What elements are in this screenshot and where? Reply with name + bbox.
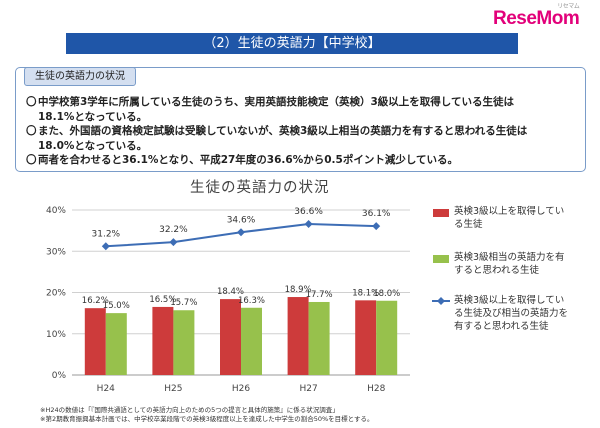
bar-acquired (287, 297, 309, 375)
line-point (372, 222, 381, 231)
bar-data-label: 17.7% (306, 290, 333, 300)
line-data-label: 34.6% (227, 215, 256, 225)
logo-subtext: リセマム (557, 4, 580, 10)
summary-item: 18.1%となっている。 (26, 110, 581, 125)
bar-data-label: 15.7% (170, 298, 197, 308)
summary-item: 18.0%となっている。 (26, 139, 581, 154)
line-point (101, 242, 110, 251)
bar-acquired (152, 306, 174, 375)
legend-swatch-green (433, 255, 449, 263)
legend-item: 英検3級以上を取得している生徒 (433, 205, 573, 235)
summary-text: 18.1%となっている。 (38, 110, 148, 123)
legend-item: 英検3級以上を取得している生徒及び相当の英語力を有すると思われる生徒 (432, 294, 573, 339)
summary-item: 〇また、外国語の資格検定試験は受験していないが、英検3級以上相当の英語力を有する… (26, 124, 581, 139)
x-tick-label: H26 (232, 384, 250, 394)
logo-text: ReseMom (493, 8, 580, 29)
bar-data-label: 18.9% (285, 285, 312, 295)
x-tick-label: H28 (367, 384, 385, 394)
legend-label: 英検3級以上を取得している生徒及び相当の英語力を有すると思われる生徒 (454, 295, 569, 332)
bar-equivalent (105, 313, 127, 375)
bar-acquired (355, 300, 377, 375)
summary-text: また、外国語の資格検定試験は受験していないが、英検3級以上相当の英語力を有すると… (38, 125, 528, 137)
footnote: ※H24の数値は「『国際共通語としての英語力向上のための5つの提言と具体的施策』… (40, 406, 339, 414)
bar-equivalent (173, 310, 195, 375)
chart-title: 生徒の英語力の状況 (190, 180, 330, 196)
x-tick-label: H25 (164, 384, 182, 394)
y-tick-label: 40% (46, 206, 66, 216)
bar-equivalent (241, 307, 262, 375)
summary-text: 中学校第3学年に所属している生徒のうち、実用英語技能検定（英検）3級以上を取得し… (38, 96, 514, 108)
y-tick-label: 0% (52, 371, 67, 381)
bar-acquired (84, 308, 106, 375)
summary-panel: 生徒の英語力の状況 〇中学校第3学年に所属している生徒のうち、実用英語技能検定（… (15, 67, 586, 172)
bar-data-label: 16.2% (82, 296, 109, 306)
line-data-label: 36.6% (294, 207, 323, 217)
bar-equivalent (308, 301, 330, 375)
footnotes: ※H24の数値は「『国際共通語としての英語力向上のための5つの提言と具体的施策』… (40, 406, 373, 424)
summary-item: 〇中学校第3学年に所属している生徒のうち、実用英語技能検定（英検）3級以上を取得… (26, 95, 581, 110)
legend-label: 英検3級相当の英語力を有すると思われる生徒 (454, 252, 565, 276)
bullet-mark: 〇 (26, 96, 37, 108)
y-tick-label: 20% (46, 289, 66, 299)
bullet-mark: 〇 (26, 125, 37, 137)
summary-text: 18.0%となっている。 (38, 139, 148, 152)
line-point (237, 228, 245, 237)
section-title: （2）生徒の英語力【中学校】 (66, 33, 518, 54)
resemom-logo: リセマム ReseMom (493, 4, 580, 30)
summary-item: 〇両者を合わせると36.1%となり、平成27年度の36.6%から0.5ポイント減… (26, 153, 581, 168)
line-data-label: 32.2% (159, 225, 188, 235)
bar-acquired (220, 299, 241, 375)
bar-data-label: 18.4% (217, 287, 244, 297)
bar-data-label: 18.1% (352, 288, 379, 298)
x-tick-label: H27 (299, 384, 317, 394)
legend-item: 英検3級相当の英語力を有すると思われる生徒 (433, 251, 573, 281)
x-tick-label: H24 (97, 384, 115, 394)
legend-label: 英検3級以上を取得している生徒 (454, 206, 565, 230)
bar-data-label: 18.0% (373, 289, 400, 299)
y-tick-label: 30% (46, 247, 66, 257)
line-point (169, 238, 178, 247)
summary-text: 両者を合わせると36.1%となり、平成27年度の36.6%から0.5ポイント減少… (38, 154, 459, 166)
summary-label: 生徒の英語力の状況 (24, 67, 136, 86)
bar-data-label: 16.5% (149, 295, 176, 305)
bar-equivalent (376, 300, 398, 375)
bar-data-label: 16.3% (238, 296, 265, 306)
footnote: ※第2期教育振興基本計画では、中学校卒業段階での英検3級程度以上を達成した中学生… (40, 415, 374, 423)
line-point (304, 220, 313, 229)
line-data-label: 31.2% (92, 229, 121, 239)
bar-data-label: 15.0% (103, 301, 130, 311)
line-data-label: 36.1% (362, 209, 391, 219)
y-tick-label: 10% (46, 330, 66, 340)
summary-list: 〇中学校第3学年に所属している生徒のうち、実用英語技能検定（英検）3級以上を取得… (26, 95, 581, 168)
bullet-mark: 〇 (26, 154, 37, 166)
legend-line-marker (432, 297, 450, 305)
legend-swatch-red (433, 209, 449, 217)
